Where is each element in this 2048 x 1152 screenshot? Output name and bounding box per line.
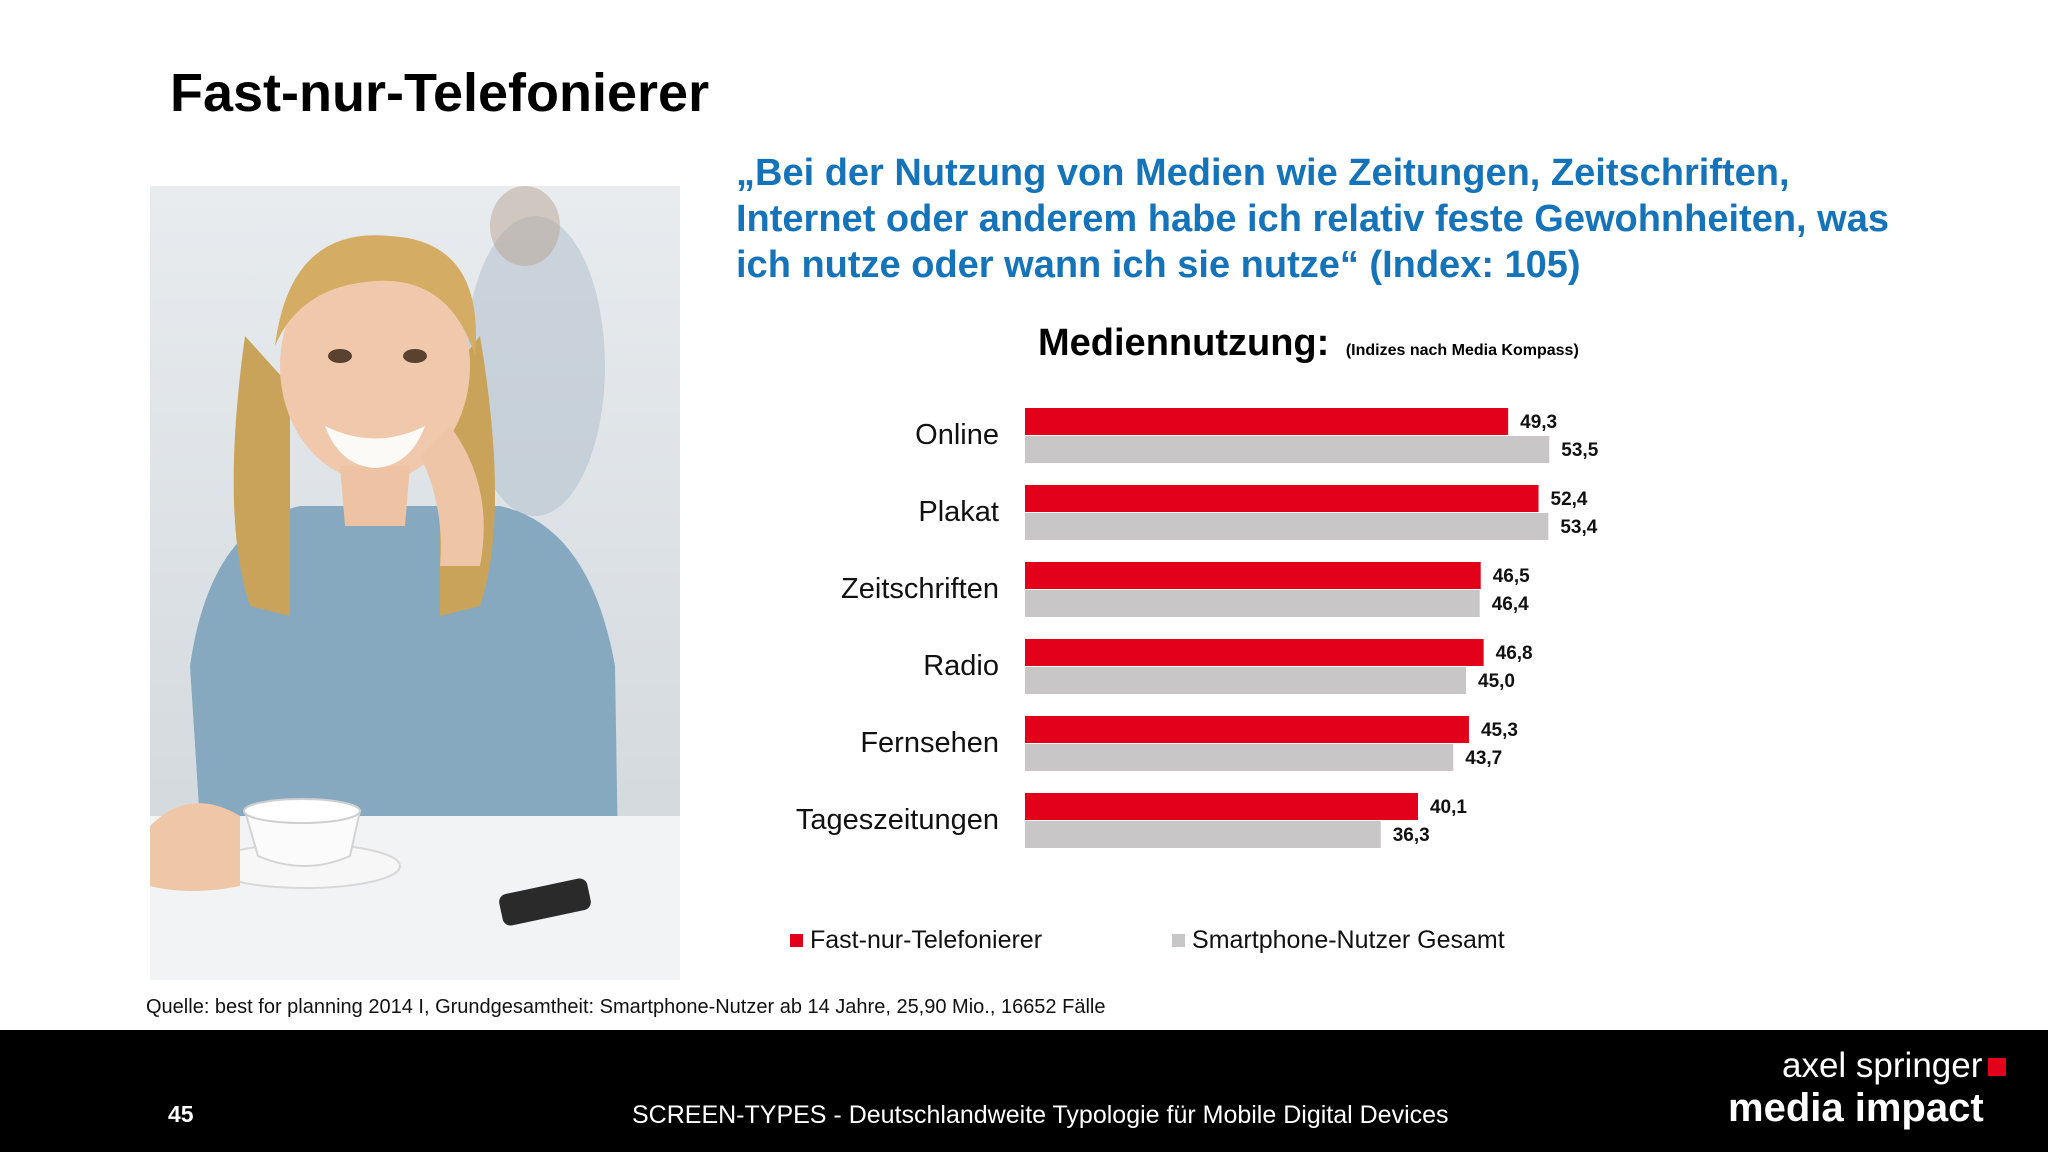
data-label: 53,5 (1561, 440, 1598, 461)
legend-label: Smartphone-Nutzer Gesamt (1192, 926, 1505, 954)
legend-swatch-grey (1172, 934, 1186, 947)
data-label: 45,3 (1481, 720, 1518, 741)
woman-photo (150, 186, 680, 980)
chart-title: Mediennutzung: (Indizes nach Media Kompa… (1038, 322, 1579, 365)
bar-smartphone-nutzer-gesamt (1025, 436, 1550, 463)
data-label: 40,1 (1430, 797, 1467, 818)
brand-square-icon (1988, 1058, 2007, 1076)
data-label: 45,0 (1478, 671, 1515, 692)
chart-subtitle: (Indizes nach Media Kompass) (1345, 342, 1579, 359)
quote-text: „Bei der Nutzung von Medien wie Zeitunge… (736, 152, 1889, 286)
data-label: 46,4 (1492, 594, 1529, 615)
bar-smartphone-nutzer-gesamt (1025, 513, 1549, 540)
category-label: Tageszeitungen (796, 804, 999, 836)
bar-fast-nur-telefonierer (1025, 793, 1418, 820)
data-label: 36,3 (1393, 825, 1430, 846)
data-label: 43,7 (1465, 748, 1502, 769)
page-number: 45 (168, 1101, 194, 1127)
category-label: Online (915, 419, 999, 451)
brand-logo-top: axel springer (1782, 1046, 2007, 1086)
brand-name: axel springer (1782, 1046, 1983, 1085)
bar-smartphone-nutzer-gesamt (1025, 744, 1454, 771)
bar-smartphone-nutzer-gesamt (1025, 821, 1381, 848)
source-note: Quelle: best for planning 2014 I, Grundg… (146, 996, 1106, 1018)
bar-fast-nur-telefonierer (1025, 485, 1539, 512)
category-label: Radio (923, 650, 999, 682)
bar-smartphone-nutzer-gesamt (1025, 667, 1466, 694)
bar-fast-nur-telefonierer (1025, 562, 1481, 589)
chart-legend: Fast-nur-Telefonierer Smartphone-Nutzer … (790, 926, 1635, 955)
bar-smartphone-nutzer-gesamt (1025, 590, 1480, 617)
data-label: 46,5 (1493, 566, 1530, 587)
bar-fast-nur-telefonierer (1025, 639, 1484, 666)
page-title: Fast-nur-Telefonierer (170, 63, 710, 123)
data-label: 52,4 (1551, 489, 1588, 510)
legend-item-smartphone-nutzer-gesamt: Smartphone-Nutzer Gesamt (1172, 926, 1505, 955)
category-label: Zeitschriften (841, 573, 999, 605)
footer-bar (0, 1030, 2048, 1152)
legend-label: Fast-nur-Telefonierer (810, 926, 1043, 954)
legend-swatch-red (790, 934, 803, 947)
bar-fast-nur-telefonierer (1025, 716, 1469, 743)
bar-fast-nur-telefonierer (1025, 408, 1509, 435)
legend-item-fast-nur-telefonierer: Fast-nur-Telefonierer (790, 926, 1042, 955)
category-label: Fernsehen (860, 727, 999, 759)
data-label: 46,8 (1496, 643, 1533, 664)
footer-text: SCREEN-TYPES - Deutschlandweite Typologi… (632, 1101, 1449, 1129)
category-label: Plakat (918, 496, 999, 528)
data-label: 53,4 (1560, 517, 1597, 538)
chart-title-text: Mediennutzung: (1038, 322, 1330, 364)
brand-logo-bottom: media impact (1728, 1086, 1984, 1130)
data-label: 49,3 (1520, 412, 1557, 433)
